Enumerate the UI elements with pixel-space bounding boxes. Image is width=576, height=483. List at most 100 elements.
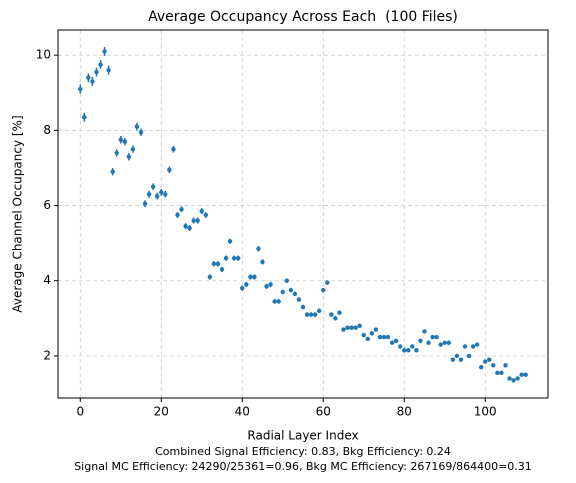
point [211,261,217,267]
point [179,207,184,212]
point [357,323,362,329]
point [381,334,387,340]
point [337,310,342,315]
point [422,329,427,334]
x-axis-label: Radial Layer Index [247,429,358,443]
point [406,348,411,353]
x-tick-label: 80 [397,405,412,419]
point [110,169,115,174]
point [122,139,128,144]
point [369,331,375,336]
point [466,353,472,359]
point [316,308,322,313]
point [244,282,249,287]
point [341,327,346,332]
point [82,115,87,120]
point [187,225,192,231]
y-tick-label: 8 [43,123,51,137]
point [434,334,439,340]
point [142,201,148,206]
point [353,325,358,330]
point [458,357,464,362]
point [495,370,500,376]
point [325,280,330,285]
point [304,312,310,317]
point [106,68,111,73]
point [276,299,281,304]
point [203,212,209,218]
point [523,372,528,377]
point [130,146,136,152]
point [393,338,399,344]
point [397,344,403,349]
point [126,154,132,159]
point [499,370,504,376]
x-tick-label: 20 [154,405,169,419]
point [483,359,488,364]
point [138,130,144,135]
point [207,274,213,280]
point [426,340,431,345]
point [450,357,456,362]
point [292,291,298,297]
point [321,287,326,293]
point [312,312,318,317]
annotation: Combined Signal Efficiency: 0.83, Bkg Ef… [155,445,451,458]
point [385,334,391,340]
point [345,325,350,330]
point [474,342,480,347]
point [373,327,379,332]
point [442,340,447,345]
point [94,69,99,75]
point [507,376,512,381]
point [98,62,103,67]
point [503,363,508,368]
point [236,255,241,261]
y-axis-label: Average Channel Occupancy [%] [11,115,25,312]
point [256,246,261,251]
point [264,284,269,289]
point [175,212,180,218]
point [114,150,119,156]
point [300,304,306,310]
point [414,348,419,353]
point [389,340,395,345]
point [272,299,277,304]
point [146,192,152,197]
x-tick-label: 0 [76,405,84,419]
point [78,86,83,92]
point [199,208,204,214]
y-tick-label: 4 [43,273,51,287]
point [511,378,516,383]
point [487,357,492,362]
y-tick-label: 10 [36,48,51,62]
point [430,334,435,340]
point [159,190,164,195]
chart-title: Average Occupancy Across Each (100 Files… [148,9,458,25]
point [296,297,302,302]
point [163,192,168,197]
plot-frame [57,29,549,399]
point [219,267,225,272]
point [515,376,520,381]
point [454,353,460,359]
y-tick-label: 6 [43,198,51,212]
point [102,49,107,54]
point [349,325,354,330]
point [365,336,370,342]
annotation: Signal MC Efficiency: 24290/25361=0.96, … [74,460,532,473]
point [446,340,451,345]
point [280,289,285,295]
point [402,348,407,353]
point [118,137,123,142]
point [171,146,176,152]
point [183,224,188,229]
point [252,274,257,280]
point [155,193,160,199]
point [150,184,156,189]
point [215,261,221,267]
point [223,255,229,261]
point [86,75,91,80]
point [195,218,200,223]
point [410,344,415,349]
